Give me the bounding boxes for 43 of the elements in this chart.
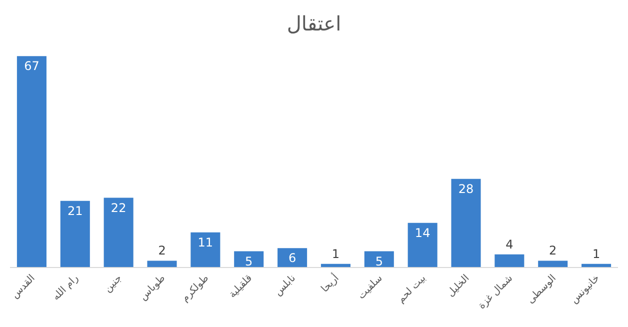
data-label: 14 [414, 226, 430, 240]
x-tick-label: رام الله [50, 272, 81, 303]
data-label: 2 [549, 244, 557, 258]
x-tick-label: الوسطى [525, 272, 559, 306]
x-tick-label: القدس [10, 272, 38, 301]
data-label: 6 [288, 251, 296, 266]
bar [451, 178, 481, 267]
bar [104, 198, 134, 267]
x-tick-label: بيت لحم [396, 272, 428, 306]
bar [364, 251, 394, 267]
data-label: 5 [245, 254, 253, 268]
data-label: 4 [506, 237, 514, 252]
bar [190, 232, 220, 267]
bar [538, 260, 568, 267]
bar [582, 264, 612, 267]
data-label: 5 [375, 254, 383, 268]
x-tick-label: نابلس [272, 272, 298, 298]
x-tick-label: طولكرم [180, 272, 212, 304]
x-tick-label: جنين [102, 272, 124, 295]
data-label: 11 [198, 235, 214, 250]
bar [60, 200, 90, 267]
x-tick-label: خانيونس [568, 272, 602, 306]
x-tick-label: أريحا [318, 271, 342, 295]
x-tick-label: شمال غزة [476, 272, 516, 312]
x-tick-label: سلفيت [356, 272, 385, 302]
chart-title: اعتقال [286, 11, 342, 36]
x-tick-label: قلقيلية [227, 272, 255, 300]
bar [234, 251, 264, 267]
data-label: 28 [458, 182, 474, 196]
x-tick-label: الخليل [445, 272, 472, 300]
data-label: 1 [332, 246, 340, 261]
bar [408, 222, 438, 267]
bar [278, 248, 308, 267]
x-tick-label: طوباس [138, 272, 168, 303]
bar [494, 254, 524, 267]
bar [320, 264, 350, 267]
data-label: 67 [24, 59, 40, 74]
data-label: 22 [110, 200, 126, 215]
data-label: 1 [592, 246, 600, 261]
data-label: 2 [158, 244, 166, 258]
data-label: 21 [68, 204, 83, 218]
bar [16, 56, 46, 267]
bar [147, 260, 177, 267]
